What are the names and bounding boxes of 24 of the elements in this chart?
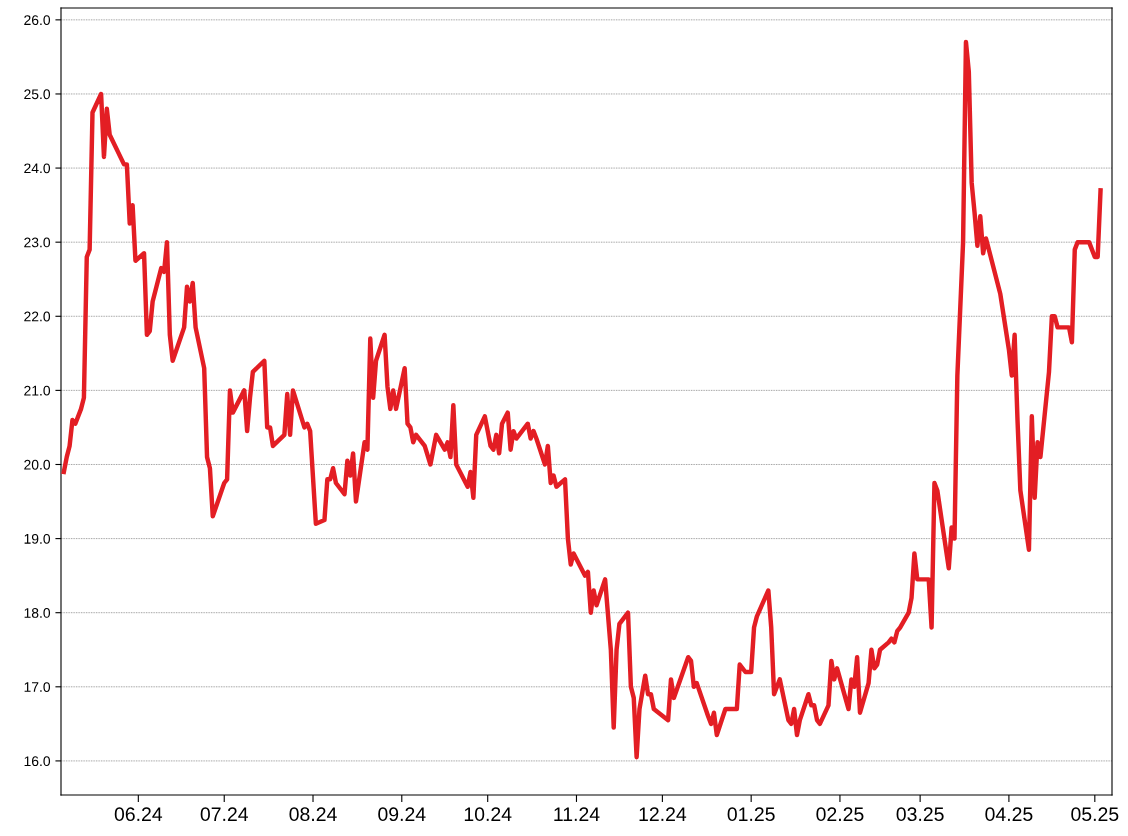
x-tick-label: 03.25 — [896, 807, 944, 822]
line-series — [61, 39, 1103, 760]
y-tick-label: 24.0 — [24, 163, 51, 174]
x-tick-label: 04.25 — [985, 807, 1033, 822]
x-tick-label: 06.24 — [114, 807, 163, 822]
x-tick-label: 02.25 — [816, 807, 864, 822]
y-tick-label: 23.0 — [24, 237, 51, 248]
y-tick-label: 25.0 — [24, 89, 51, 100]
x-tick-label: 10.24 — [464, 807, 512, 822]
x-tick-label: 09.24 — [378, 807, 426, 822]
y-tick-label: 22.0 — [24, 311, 51, 322]
x-tick-label: 08.24 — [289, 807, 337, 822]
y-tick-label: 20.0 — [24, 459, 51, 470]
x-tick-label: 11.24 — [554, 807, 600, 821]
x-tick-label: 07.24 — [200, 807, 248, 822]
y-tick-label: 19.0 — [24, 533, 51, 544]
y-tick-label: 18.0 — [24, 608, 51, 618]
x-tick-label: 01.25 — [727, 807, 775, 822]
y-tick-label: 17.0 — [24, 682, 51, 692]
x-tick-label: 05.25 — [1071, 807, 1119, 822]
x-tick-label: 12.24 — [639, 807, 687, 821]
y-tick-label: 26.0 — [24, 15, 51, 26]
y-tick-label: 21.0 — [24, 385, 51, 396]
y-tick-label: 16.0 — [24, 756, 51, 767]
